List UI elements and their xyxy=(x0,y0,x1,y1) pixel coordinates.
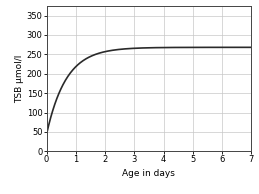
X-axis label: Age in days: Age in days xyxy=(123,169,175,178)
Y-axis label: TSB μmol/l: TSB μmol/l xyxy=(15,54,24,103)
